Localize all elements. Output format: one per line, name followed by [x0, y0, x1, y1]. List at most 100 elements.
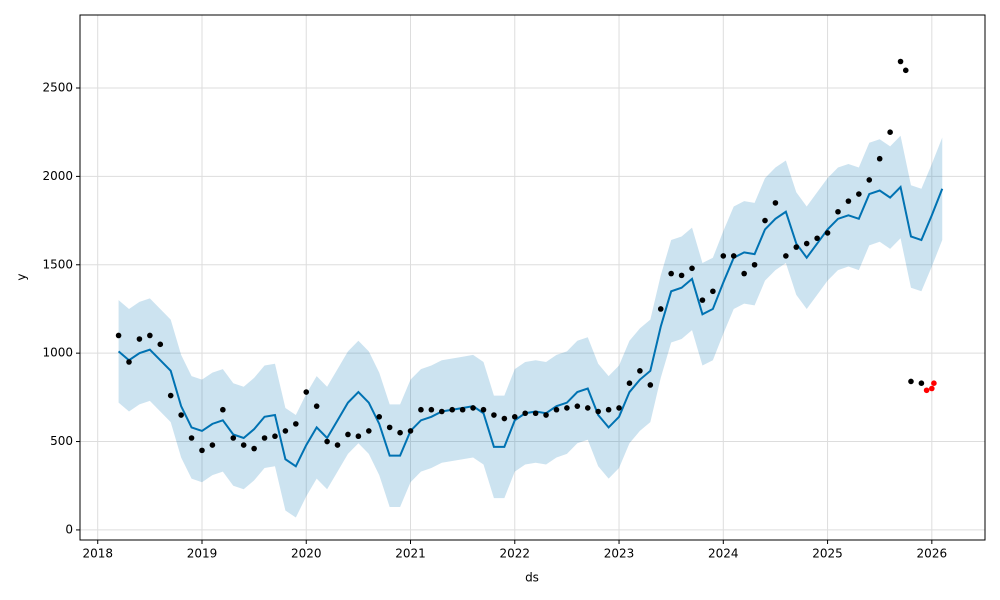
observed-point	[209, 442, 216, 448]
observed-point	[845, 198, 852, 204]
observed-point	[428, 406, 435, 413]
observed-point	[324, 438, 330, 445]
observed-point	[908, 378, 914, 385]
forecast-line	[117, 184, 944, 468]
x-tick-label: 2023	[604, 547, 635, 561]
observed-point	[824, 230, 831, 236]
observed-point	[803, 240, 810, 247]
observed-point	[532, 410, 539, 417]
y-tick-label: 0	[65, 522, 73, 536]
observed-point	[272, 433, 278, 440]
observed-point	[470, 405, 476, 411]
observed-point	[751, 261, 758, 268]
y-tick-label: 2000	[42, 169, 73, 183]
uncertainty-band	[118, 135, 943, 518]
observed-point	[730, 253, 737, 259]
observed-point	[657, 306, 664, 312]
observed-point	[876, 155, 883, 162]
observed-point	[783, 253, 789, 259]
observed-point	[647, 382, 654, 388]
observed-point	[438, 408, 445, 415]
observed-point	[293, 421, 299, 427]
observed-point	[699, 297, 706, 303]
observed-point	[199, 447, 205, 454]
x-tick-label: 2026	[917, 547, 948, 561]
observed-point	[584, 405, 591, 411]
observed-point	[230, 435, 237, 441]
observed-point	[282, 428, 289, 434]
observed-point	[480, 406, 487, 413]
observed-point	[240, 442, 247, 448]
observed-point	[366, 428, 372, 434]
x-tick-label: 2021	[395, 547, 426, 561]
test-point	[931, 380, 937, 387]
observed-point	[564, 405, 570, 411]
plot-frame	[79, 14, 986, 541]
observed-point	[605, 406, 612, 413]
y-tick-label: 2500	[42, 81, 73, 95]
observed-point	[355, 433, 362, 440]
observed-point	[334, 442, 341, 448]
observed-point	[616, 405, 622, 411]
observed-point	[887, 129, 893, 135]
observed-point	[637, 368, 643, 374]
observed-point	[376, 413, 383, 420]
observed-point	[856, 191, 862, 197]
y-tick-label: 1500	[42, 257, 73, 271]
observed-point	[407, 428, 414, 434]
observed-point	[167, 392, 174, 399]
observed-point	[115, 332, 122, 339]
observed-point	[397, 429, 403, 436]
test-point	[923, 387, 930, 394]
observed-point	[918, 380, 925, 387]
observed-point	[313, 403, 320, 409]
observed-point	[741, 270, 747, 277]
observed-point	[345, 431, 351, 438]
observed-point	[386, 424, 393, 431]
observed-point	[772, 200, 779, 206]
observed-point	[418, 406, 424, 413]
x-tick-label: 2022	[500, 547, 531, 561]
y-tick-label: 500	[50, 434, 73, 448]
observed-point	[866, 177, 873, 183]
observed-point	[449, 406, 456, 413]
observed-point	[511, 413, 518, 420]
observed-point	[762, 217, 768, 224]
x-tick-label: 2019	[187, 547, 218, 561]
x-axis-label: ds	[525, 571, 539, 585]
observed-point	[814, 235, 820, 242]
observed-point	[595, 408, 601, 415]
observed-point	[136, 336, 143, 342]
observed-point	[188, 435, 195, 441]
y-axis-label: y	[15, 273, 29, 280]
observed-point	[543, 412, 549, 418]
observed-point	[251, 445, 257, 452]
x-tick-label: 2018	[82, 547, 113, 561]
observed-point	[553, 406, 560, 413]
observed-point	[720, 253, 727, 259]
observed-point	[522, 410, 529, 417]
observed-point	[491, 412, 497, 418]
observed-point	[835, 208, 841, 215]
test-point	[929, 385, 935, 392]
observed-point	[574, 403, 581, 409]
observed-point	[902, 67, 909, 74]
observed-point	[710, 288, 716, 295]
observed-point	[626, 380, 633, 387]
observed-point	[157, 341, 164, 348]
observed-point	[501, 415, 508, 422]
observed-point	[668, 270, 674, 277]
observed-point	[459, 406, 466, 413]
observed-point	[178, 412, 184, 418]
observed-point	[147, 332, 153, 339]
x-tick-label: 2020	[291, 547, 322, 561]
observed-point	[897, 58, 904, 65]
observed-point	[126, 359, 132, 365]
y-tick-label: 1000	[42, 346, 73, 360]
observed-point	[689, 265, 695, 272]
x-tick-label: 2024	[708, 547, 739, 561]
observed-point	[261, 435, 268, 441]
observed-point	[678, 272, 685, 279]
